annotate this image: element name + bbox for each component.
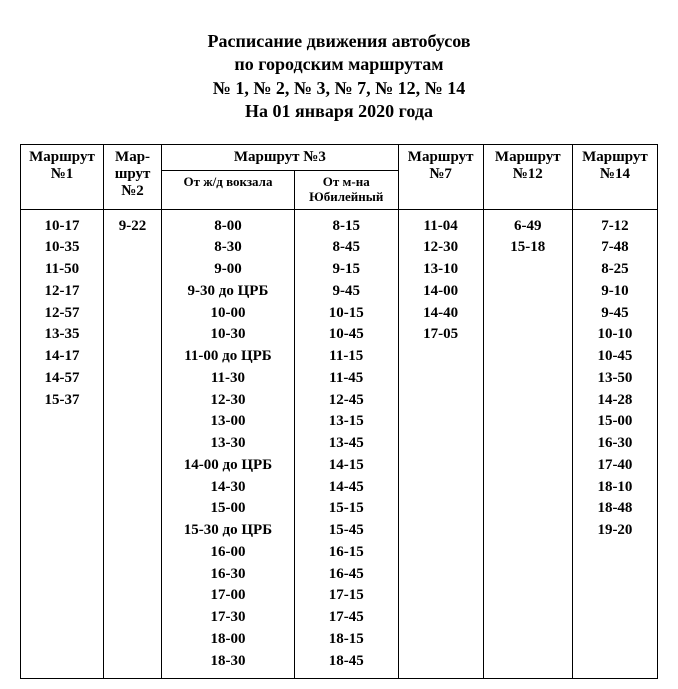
time-entry: 17-45 [297, 607, 396, 629]
time-entry: 10-30 [164, 324, 292, 346]
time-entry: 10-15 [297, 303, 396, 325]
time-entry: 9-45 [575, 303, 655, 325]
time-entry: 16-30 [164, 564, 292, 586]
header-route-7: Маршрут №7 [398, 144, 483, 209]
title-line-1: Расписание движения автобусов [20, 30, 658, 53]
title-line-2: по городским маршрутам [20, 53, 658, 76]
time-entry: 15-18 [486, 237, 570, 259]
header-route-3: Маршрут №3 [162, 144, 399, 170]
time-entry: 11-04 [401, 216, 481, 238]
time-entry: 14-15 [297, 455, 396, 477]
time-entry: 11-00 до ЦРБ [164, 346, 292, 368]
time-entry: 14-30 [164, 477, 292, 499]
time-entry: 14-57 [23, 368, 101, 390]
time-entry: 15-00 [164, 498, 292, 520]
table-header-row-1: Маршрут №1 Мар-шрут №2 Маршрут №3 Маршру… [21, 144, 658, 170]
time-entry: 15-45 [297, 520, 396, 542]
time-entry: 13-30 [164, 433, 292, 455]
time-entry: 18-15 [297, 629, 396, 651]
time-entry: 6-49 [486, 216, 570, 238]
time-entry: 14-17 [23, 346, 101, 368]
time-entry: 8-15 [297, 216, 396, 238]
header-route-12: Маршрут №12 [483, 144, 572, 209]
time-entry: 12-30 [401, 237, 481, 259]
time-entry: 11-30 [164, 368, 292, 390]
time-entry: 9-10 [575, 281, 655, 303]
cell-route-14: 7-127-488-259-109-4510-1010-4513-5014-28… [572, 209, 657, 679]
header-route-2: Мар-шрут №2 [103, 144, 161, 209]
header-route-14: Маршрут №14 [572, 144, 657, 209]
time-entry: 19-20 [575, 520, 655, 542]
cell-route-7: 11-0412-3013-1014-0014-4017-05 [398, 209, 483, 679]
time-entry: 9-15 [297, 259, 396, 281]
time-entry: 18-00 [164, 629, 292, 651]
time-entry: 18-45 [297, 651, 396, 673]
time-entry: 17-40 [575, 455, 655, 477]
time-entry: 15-00 [575, 411, 655, 433]
time-entry: 12-17 [23, 281, 101, 303]
time-entry: 17-00 [164, 585, 292, 607]
time-entry: 8-45 [297, 237, 396, 259]
time-entry: 14-45 [297, 477, 396, 499]
time-entry: 11-50 [23, 259, 101, 281]
time-entry: 16-00 [164, 542, 292, 564]
page: Расписание движения автобусов по городск… [0, 0, 678, 689]
time-entry: 9-22 [106, 216, 159, 238]
time-entry: 13-10 [401, 259, 481, 281]
header-route-3a: От ж/д вокзала [162, 170, 295, 209]
time-entry: 7-12 [575, 216, 655, 238]
time-entry: 16-15 [297, 542, 396, 564]
time-entry: 8-00 [164, 216, 292, 238]
time-entry: 10-35 [23, 237, 101, 259]
header-route-3b: От м-на Юбилейный [294, 170, 398, 209]
time-entry: 17-05 [401, 324, 481, 346]
title-block: Расписание движения автобусов по городск… [20, 30, 658, 124]
time-entry: 12-30 [164, 390, 292, 412]
cell-route-3a: 8-008-309-009-30 до ЦРБ10-0010-3011-00 д… [162, 209, 295, 679]
time-entry: 15-37 [23, 390, 101, 412]
time-entry: 15-30 до ЦРБ [164, 520, 292, 542]
time-entry: 18-10 [575, 477, 655, 499]
time-entry: 9-00 [164, 259, 292, 281]
time-entry: 14-28 [575, 390, 655, 412]
time-entry: 13-50 [575, 368, 655, 390]
time-entry: 12-45 [297, 390, 396, 412]
time-entry: 10-10 [575, 324, 655, 346]
time-entry: 9-45 [297, 281, 396, 303]
time-entry: 16-30 [575, 433, 655, 455]
time-entry: 10-45 [575, 346, 655, 368]
time-entry: 10-00 [164, 303, 292, 325]
time-entry: 14-40 [401, 303, 481, 325]
time-entry: 17-30 [164, 607, 292, 629]
cell-route-12: 6-4915-18 [483, 209, 572, 679]
time-entry: 11-15 [297, 346, 396, 368]
title-line-3: № 1, № 2, № 3, № 7, № 12, № 14 [20, 77, 658, 100]
time-entry: 15-15 [297, 498, 396, 520]
time-entry: 10-17 [23, 216, 101, 238]
title-line-4: На 01 января 2020 года [20, 100, 658, 123]
cell-route-2: 9-22 [103, 209, 161, 679]
time-entry: 18-48 [575, 498, 655, 520]
time-entry: 13-45 [297, 433, 396, 455]
time-entry: 14-00 [401, 281, 481, 303]
time-entry: 18-30 [164, 651, 292, 673]
cell-route-3b: 8-158-459-159-4510-1510-4511-1511-4512-4… [294, 209, 398, 679]
time-entry: 11-45 [297, 368, 396, 390]
time-entry: 10-45 [297, 324, 396, 346]
time-entry: 8-25 [575, 259, 655, 281]
time-entry: 12-57 [23, 303, 101, 325]
time-entry: 7-48 [575, 237, 655, 259]
table-row: 10-1710-3511-5012-1712-5713-3514-1714-57… [21, 209, 658, 679]
time-entry: 17-15 [297, 585, 396, 607]
cell-route-1: 10-1710-3511-5012-1712-5713-3514-1714-57… [21, 209, 104, 679]
time-entry: 16-45 [297, 564, 396, 586]
header-route-1: Маршрут №1 [21, 144, 104, 209]
time-entry: 13-35 [23, 324, 101, 346]
time-entry: 8-30 [164, 237, 292, 259]
time-entry: 9-30 до ЦРБ [164, 281, 292, 303]
time-entry: 13-00 [164, 411, 292, 433]
schedule-table: Маршрут №1 Мар-шрут №2 Маршрут №3 Маршру… [20, 144, 658, 680]
time-entry: 14-00 до ЦРБ [164, 455, 292, 477]
time-entry: 13-15 [297, 411, 396, 433]
